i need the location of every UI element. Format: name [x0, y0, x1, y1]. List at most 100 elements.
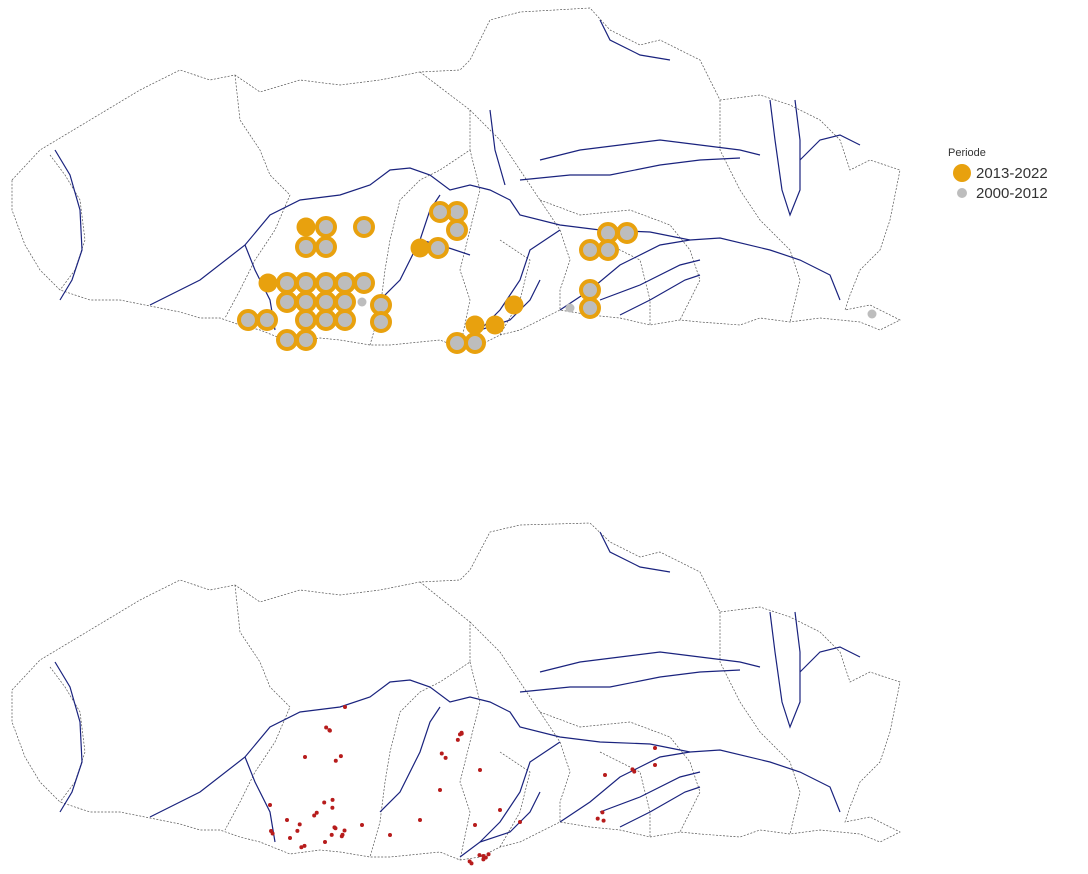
observation-point — [653, 746, 657, 750]
observation-point — [595, 816, 600, 821]
observation-point — [270, 831, 275, 836]
observation-point — [302, 843, 307, 848]
period-marker-both — [334, 272, 356, 294]
observation-point — [601, 818, 606, 823]
observation-point — [288, 836, 292, 840]
period-marker-recent — [465, 315, 485, 335]
observation-point — [323, 840, 327, 844]
observation-point — [339, 834, 344, 839]
rivers — [54, 531, 861, 858]
observation-point — [338, 754, 343, 759]
observation-markers — [268, 705, 657, 866]
observation-point — [603, 773, 607, 777]
period-marker-both — [597, 239, 619, 261]
observation-point — [303, 755, 307, 759]
observation-point — [297, 822, 302, 827]
older-period-marker-icon — [957, 188, 967, 198]
map-canvas — [11, 522, 901, 866]
period-marker-both — [353, 272, 375, 294]
period-marker-both — [334, 291, 356, 313]
period-marker-older — [565, 303, 575, 313]
observation-point — [455, 737, 460, 742]
observation-point — [322, 800, 327, 805]
period-marker-both — [315, 216, 337, 238]
period-marker-both — [315, 272, 337, 294]
observation-point — [418, 818, 422, 822]
period-marker-recent — [296, 217, 316, 237]
observation-point — [314, 810, 319, 815]
region-boundaries — [11, 522, 901, 861]
observation-point — [295, 828, 300, 833]
period-marker-both — [237, 309, 259, 331]
observation-point — [388, 833, 392, 837]
period-marker-both — [427, 237, 449, 259]
legend-title: Periode — [948, 147, 986, 159]
period-marker-both — [276, 272, 298, 294]
observation-point — [285, 818, 289, 822]
period-marker-both — [446, 219, 468, 241]
observation-point — [481, 853, 486, 858]
observation-point — [486, 852, 491, 857]
distribution-map-periods — [0, 0, 920, 380]
legend-item-older: 2000-2012 — [948, 183, 1088, 203]
observation-point — [342, 828, 347, 833]
observation-point — [498, 808, 502, 812]
period-marker-both — [315, 291, 337, 313]
observation-point — [467, 859, 472, 864]
period-marker-both — [295, 236, 317, 258]
observation-point — [329, 832, 334, 837]
observation-point — [268, 803, 272, 807]
period-marker-recent — [258, 273, 278, 293]
period-marker-both — [579, 279, 601, 301]
period-marker-both — [579, 297, 601, 319]
region-boundaries — [11, 7, 901, 349]
period-marker-older — [867, 309, 877, 319]
period-marker-both — [276, 329, 298, 351]
recent-period-marker-icon — [953, 164, 971, 182]
period-marker-both — [334, 309, 356, 331]
map-canvas — [11, 7, 901, 354]
observation-point — [439, 751, 444, 756]
observation-point — [630, 767, 635, 772]
legend-item-label: 2013-2022 — [976, 164, 1048, 182]
period-marker-both — [295, 272, 317, 294]
period-marker-both — [429, 201, 451, 223]
period-marker-both — [370, 311, 392, 333]
period-marker-recent — [504, 295, 524, 315]
observation-point — [438, 788, 442, 792]
legend-item-label: 2000-2012 — [976, 184, 1048, 202]
observation-point — [518, 820, 522, 824]
period-marker-both — [295, 329, 317, 351]
period-marker-both — [256, 309, 278, 331]
observation-point — [443, 755, 448, 760]
period-marker-both — [446, 332, 468, 354]
period-marker-both — [315, 236, 337, 258]
distribution-map-observations — [0, 520, 920, 874]
observation-point — [330, 797, 335, 802]
period-marker-both — [464, 332, 486, 354]
legend-item-recent: 2013-2022 — [948, 163, 1088, 183]
observation-point — [600, 810, 605, 815]
period-marker-both — [616, 222, 638, 244]
observation-point — [324, 725, 329, 730]
observation-point — [653, 763, 657, 767]
period-markers — [237, 201, 877, 354]
observation-point — [478, 768, 482, 772]
observation-point — [343, 705, 347, 709]
legend: Periode 2013-2022 2000-2012 — [948, 147, 1088, 203]
observation-point — [481, 857, 486, 862]
observation-point — [360, 823, 364, 827]
observation-point — [299, 845, 304, 850]
rivers — [54, 19, 861, 346]
period-marker-both — [295, 291, 317, 313]
period-marker-both — [579, 239, 601, 261]
period-marker-both — [315, 309, 337, 331]
observation-point — [473, 823, 477, 827]
observation-point — [477, 853, 482, 858]
observation-point — [312, 813, 317, 818]
observation-point — [330, 805, 335, 810]
observation-point — [459, 731, 464, 736]
period-marker-recent — [485, 315, 505, 335]
observation-point — [327, 728, 332, 733]
period-marker-both — [353, 216, 375, 238]
